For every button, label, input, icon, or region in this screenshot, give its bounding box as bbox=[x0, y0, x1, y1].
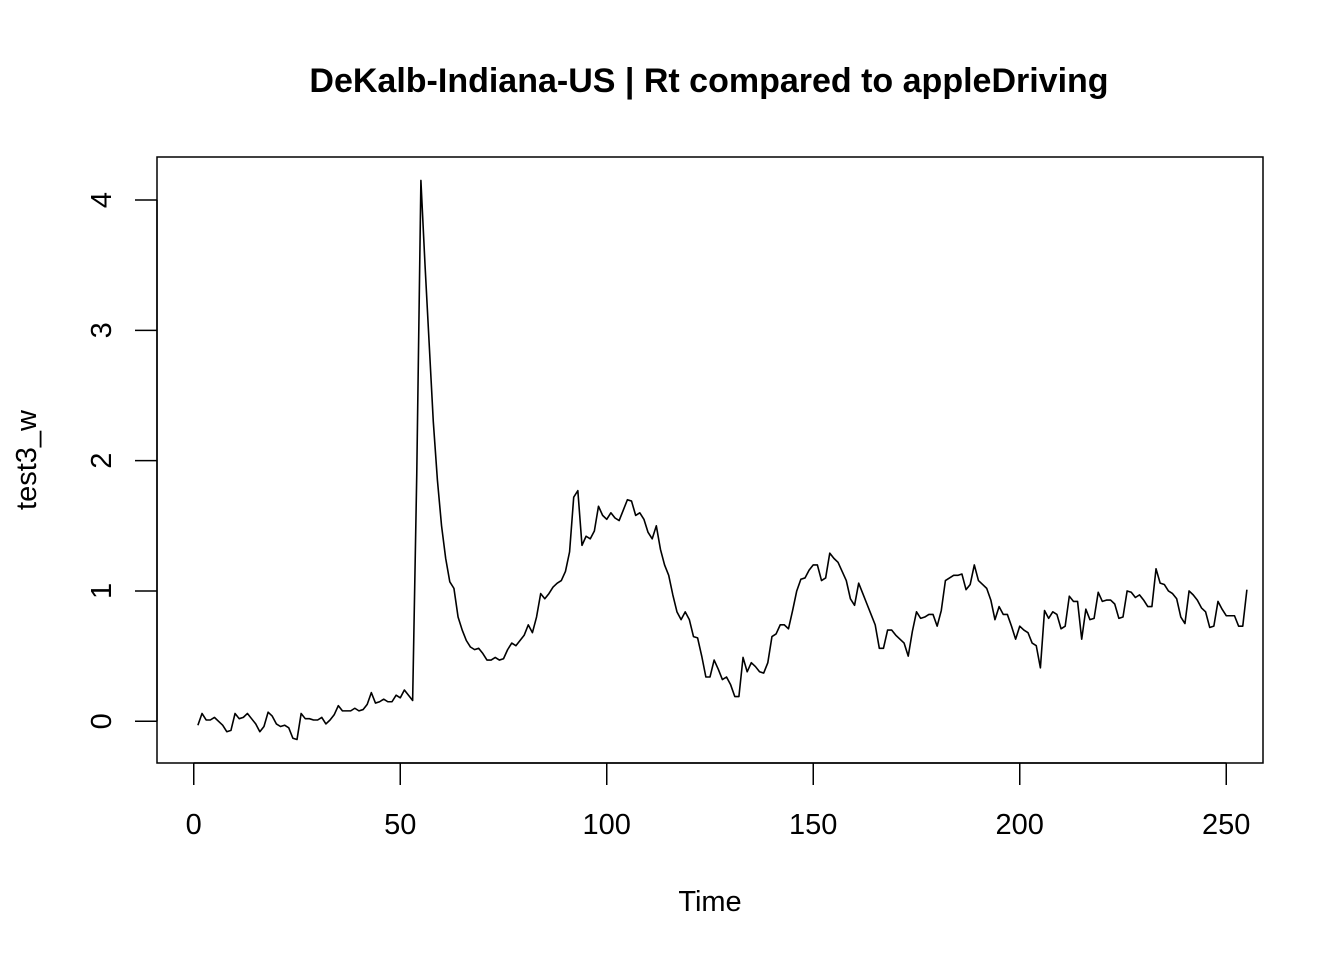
chart-title: DeKalb-Indiana-US | Rt compared to apple… bbox=[309, 62, 1108, 100]
x-tick-label: 100 bbox=[583, 809, 631, 841]
y-axis-label: test3_w bbox=[11, 409, 43, 510]
x-tick-label: 0 bbox=[186, 809, 202, 841]
x-tick-label: 150 bbox=[789, 809, 837, 841]
plot-frame bbox=[156, 156, 1264, 764]
x-axis-label: Time bbox=[678, 886, 741, 918]
y-tick-label: 0 bbox=[86, 713, 118, 729]
y-tick-label: 2 bbox=[86, 453, 118, 469]
series-line bbox=[197, 179, 1248, 741]
x-axis: 0 50 100 150 200 250 bbox=[186, 762, 1250, 841]
x-tick-label: 250 bbox=[1202, 809, 1250, 841]
x-tick-label: 50 bbox=[384, 809, 416, 841]
y-axis: 0 1 2 3 4 bbox=[86, 192, 158, 729]
x-tick-label: 200 bbox=[996, 809, 1044, 841]
y-tick-label: 1 bbox=[86, 583, 118, 599]
y-tick-label: 3 bbox=[86, 322, 118, 338]
y-tick-label: 4 bbox=[86, 192, 118, 208]
